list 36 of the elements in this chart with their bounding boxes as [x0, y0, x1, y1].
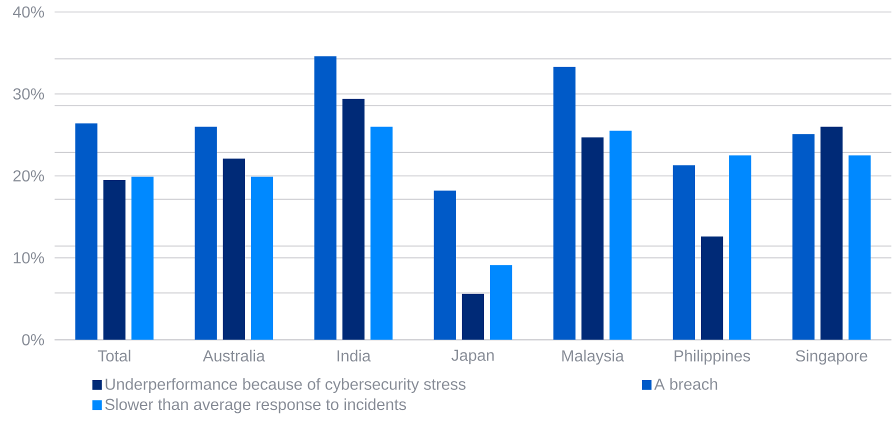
- x-tick-label: Japan: [451, 350, 494, 364]
- y-tick-label: 30%: [13, 88, 44, 100]
- bar: [581, 137, 604, 340]
- legend-label: A breach: [654, 378, 718, 390]
- bar: [490, 265, 512, 340]
- x-tick-label: India: [338, 350, 371, 362]
- bar: [729, 155, 752, 340]
- y-tick-label: 20%: [13, 170, 44, 182]
- bar: [700, 236, 724, 340]
- bar: [553, 66, 576, 340]
- y-tick-label: 10%: [14, 252, 44, 264]
- y-tick-label: 40%: [12, 6, 44, 18]
- bar: [131, 176, 154, 340]
- bar: [75, 123, 98, 340]
- bar: [610, 130, 632, 340]
- bar: [672, 165, 696, 340]
- x-tick-label: Philippines: [674, 350, 750, 365]
- bar: [314, 56, 336, 340]
- bar: [342, 98, 365, 340]
- x-tick-label: Australia: [202, 350, 266, 362]
- bar: [848, 155, 871, 340]
- bar: [434, 190, 456, 340]
- legend-label: Underperformance because of cybersecurity stress: [106, 378, 466, 393]
- bar: [792, 134, 815, 340]
- bar: [103, 180, 126, 340]
- y-tick-label: 0%: [22, 334, 44, 346]
- x-tick-label: Malaysia: [562, 350, 624, 365]
- bar: [370, 126, 393, 340]
- bar: [462, 294, 484, 340]
- bar: [820, 126, 843, 340]
- bar: [222, 158, 245, 340]
- x-tick-label: Total: [98, 350, 130, 362]
- x-tick-label: Singapore: [796, 350, 868, 365]
- bar: [194, 126, 217, 340]
- bar: [250, 176, 274, 340]
- legend-label: Slower than average response to incidents: [105, 398, 406, 414]
